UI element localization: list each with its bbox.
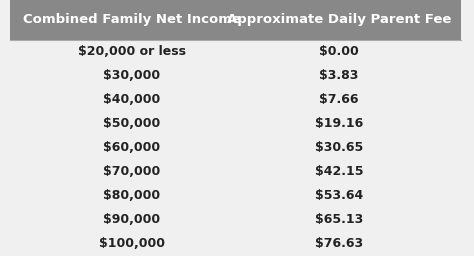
Text: $0.00: $0.00: [319, 45, 359, 58]
Text: $20,000 or less: $20,000 or less: [78, 45, 186, 58]
Text: $100,000: $100,000: [99, 238, 164, 250]
Text: $30.65: $30.65: [315, 141, 363, 154]
Text: Combined Family Net Income: Combined Family Net Income: [23, 13, 241, 26]
FancyBboxPatch shape: [10, 0, 461, 40]
FancyBboxPatch shape: [10, 40, 461, 64]
Text: $7.66: $7.66: [319, 93, 359, 106]
Text: $76.63: $76.63: [315, 238, 363, 250]
FancyBboxPatch shape: [10, 136, 461, 160]
Text: $40,000: $40,000: [103, 93, 160, 106]
Text: $50,000: $50,000: [103, 117, 160, 130]
FancyBboxPatch shape: [10, 184, 461, 208]
FancyBboxPatch shape: [10, 160, 461, 184]
Text: $30,000: $30,000: [103, 69, 160, 82]
FancyBboxPatch shape: [10, 112, 461, 136]
Text: $60,000: $60,000: [103, 141, 160, 154]
Text: $53.64: $53.64: [315, 189, 363, 202]
FancyBboxPatch shape: [10, 88, 461, 112]
FancyBboxPatch shape: [10, 232, 461, 256]
Text: $65.13: $65.13: [315, 214, 363, 227]
FancyBboxPatch shape: [10, 208, 461, 232]
Text: Approximate Daily Parent Fee: Approximate Daily Parent Fee: [227, 13, 451, 26]
Text: $70,000: $70,000: [103, 165, 160, 178]
Text: $19.16: $19.16: [315, 117, 363, 130]
Text: $42.15: $42.15: [315, 165, 364, 178]
Text: $90,000: $90,000: [103, 214, 160, 227]
Text: $80,000: $80,000: [103, 189, 160, 202]
Text: $3.83: $3.83: [319, 69, 359, 82]
FancyBboxPatch shape: [10, 64, 461, 88]
